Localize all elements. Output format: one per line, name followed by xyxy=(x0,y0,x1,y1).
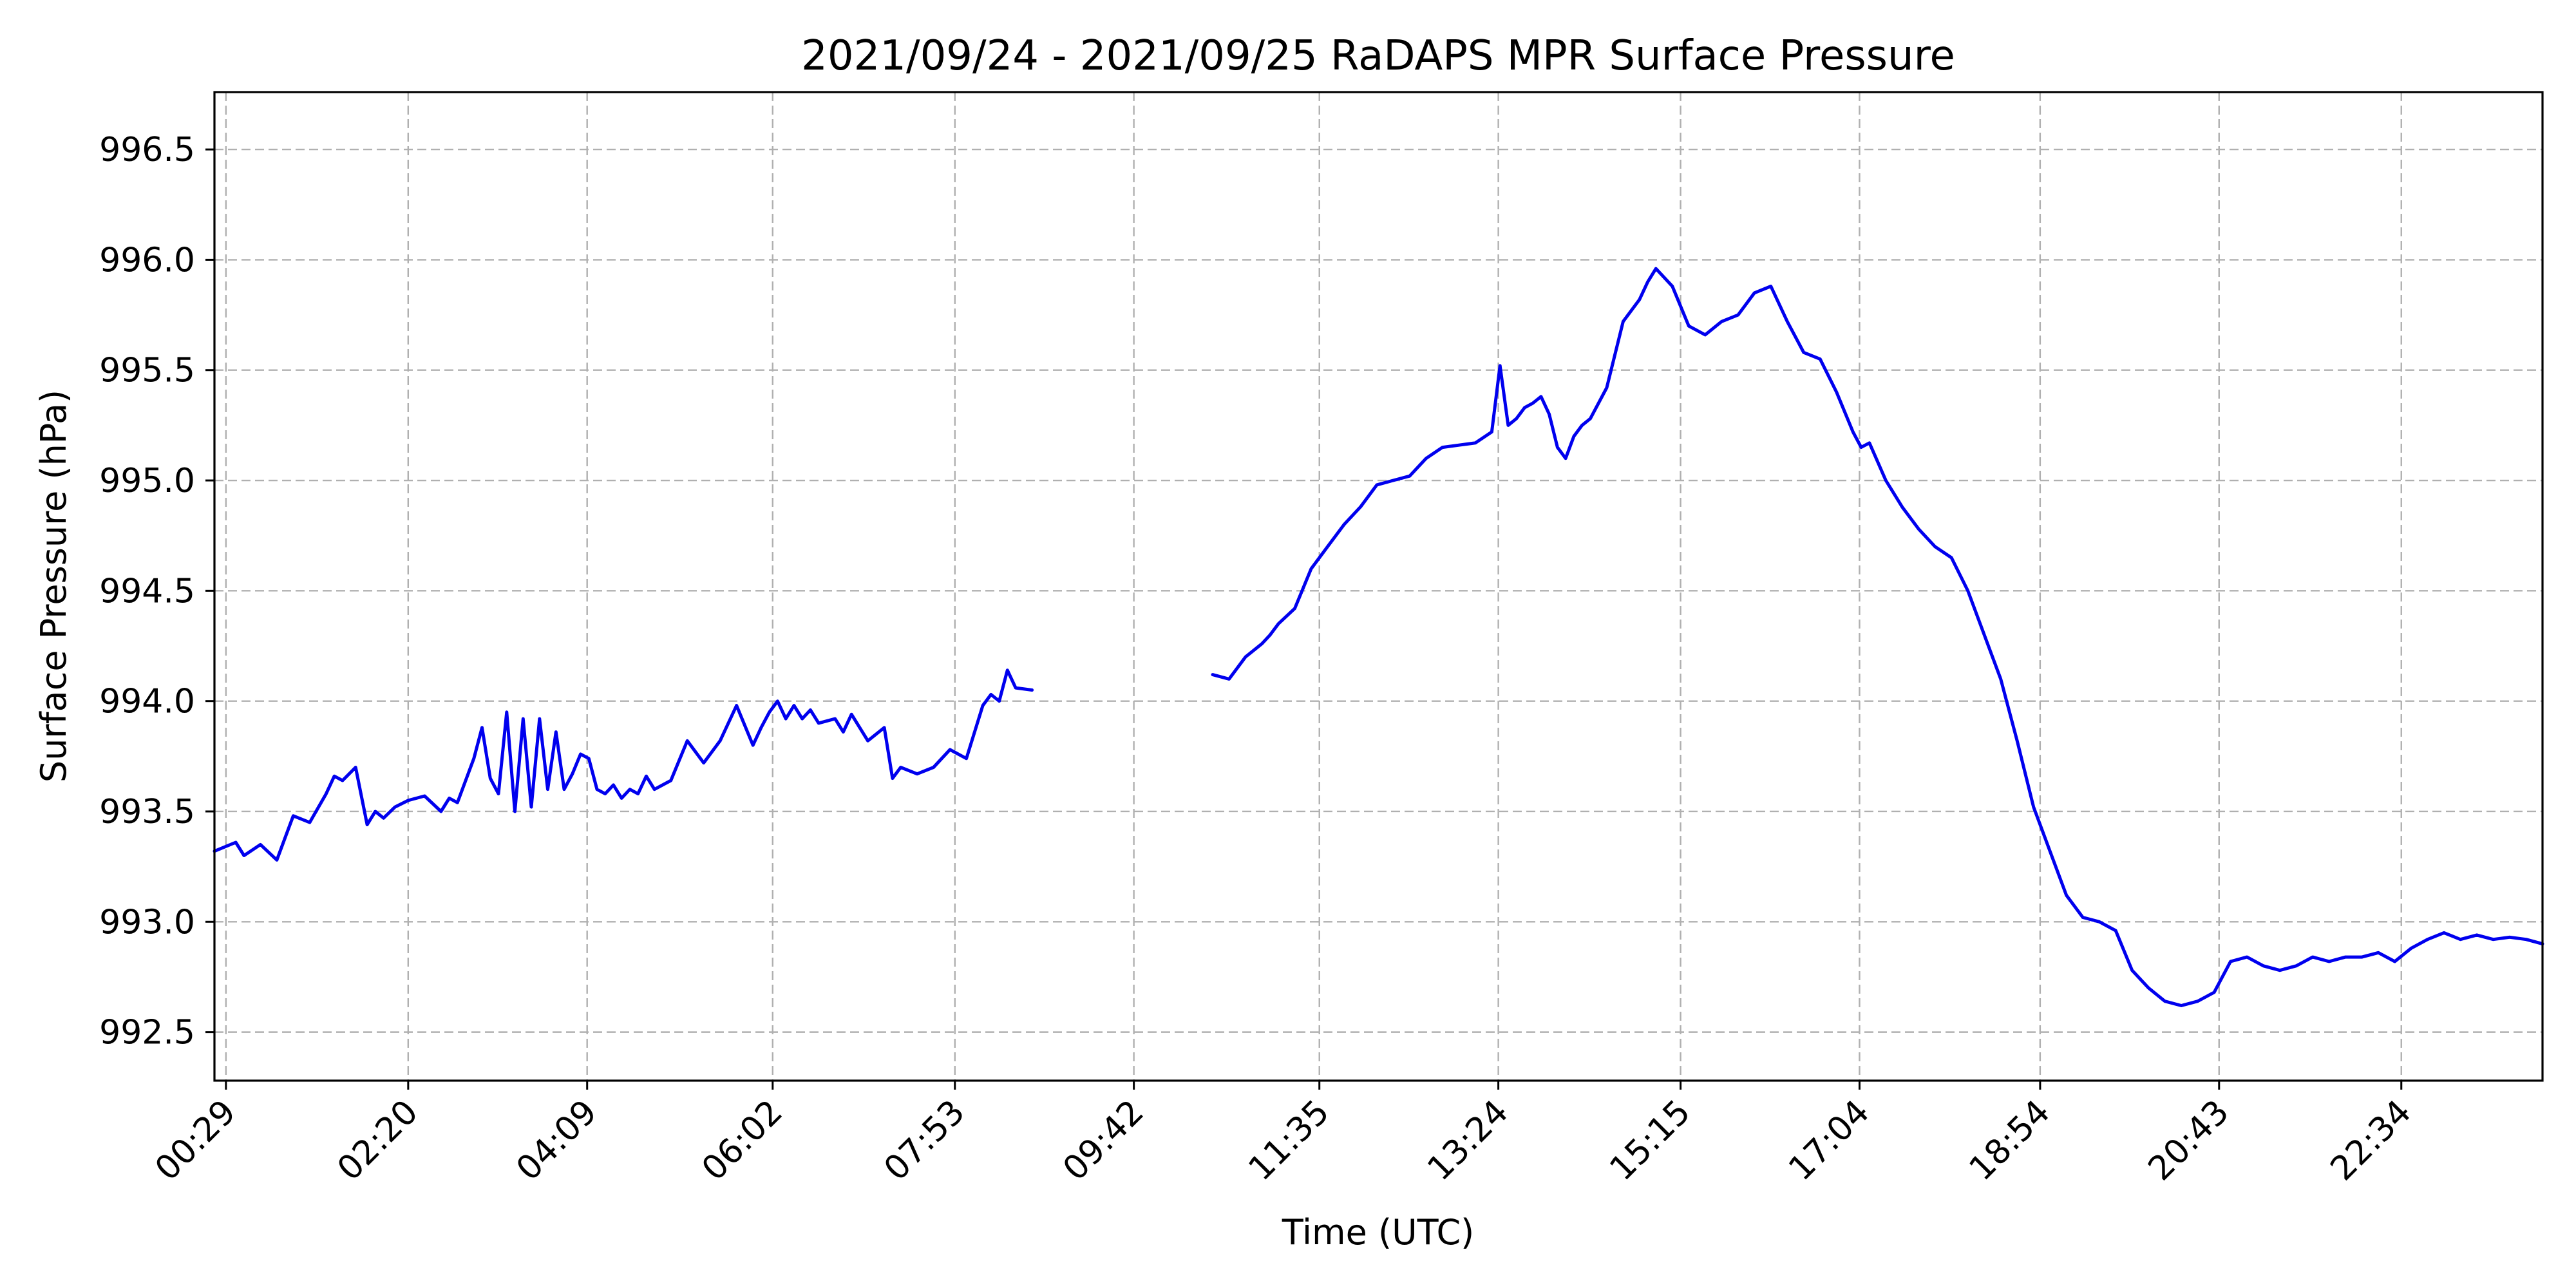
y-tick-label: 994.5 xyxy=(99,572,195,611)
grid-lines xyxy=(214,92,2543,1081)
y-axis-label: Surface Pressure (hPa) xyxy=(33,390,74,782)
y-tick-label: 995.0 xyxy=(99,462,195,500)
data-series xyxy=(213,267,2544,1007)
y-tick-label: 992.5 xyxy=(99,1014,195,1052)
y-tick-label: 993.0 xyxy=(99,903,195,942)
x-axis-label: Time (UTC) xyxy=(1282,1212,1475,1253)
pressure-series-line xyxy=(213,668,1034,862)
y-tick-label: 994.0 xyxy=(99,683,195,721)
y-tick-label: 996.5 xyxy=(99,131,195,169)
y-tick-label: 993.5 xyxy=(99,793,195,831)
pressure-series-line xyxy=(1211,267,2544,1007)
chart-title: 2021/09/24 - 2021/09/25 RaDAPS MPR Surfa… xyxy=(801,32,1955,80)
plot-area-frame xyxy=(213,91,2544,1082)
y-tick-label: 995.5 xyxy=(99,352,195,390)
y-tick-label: 996.0 xyxy=(99,241,195,279)
